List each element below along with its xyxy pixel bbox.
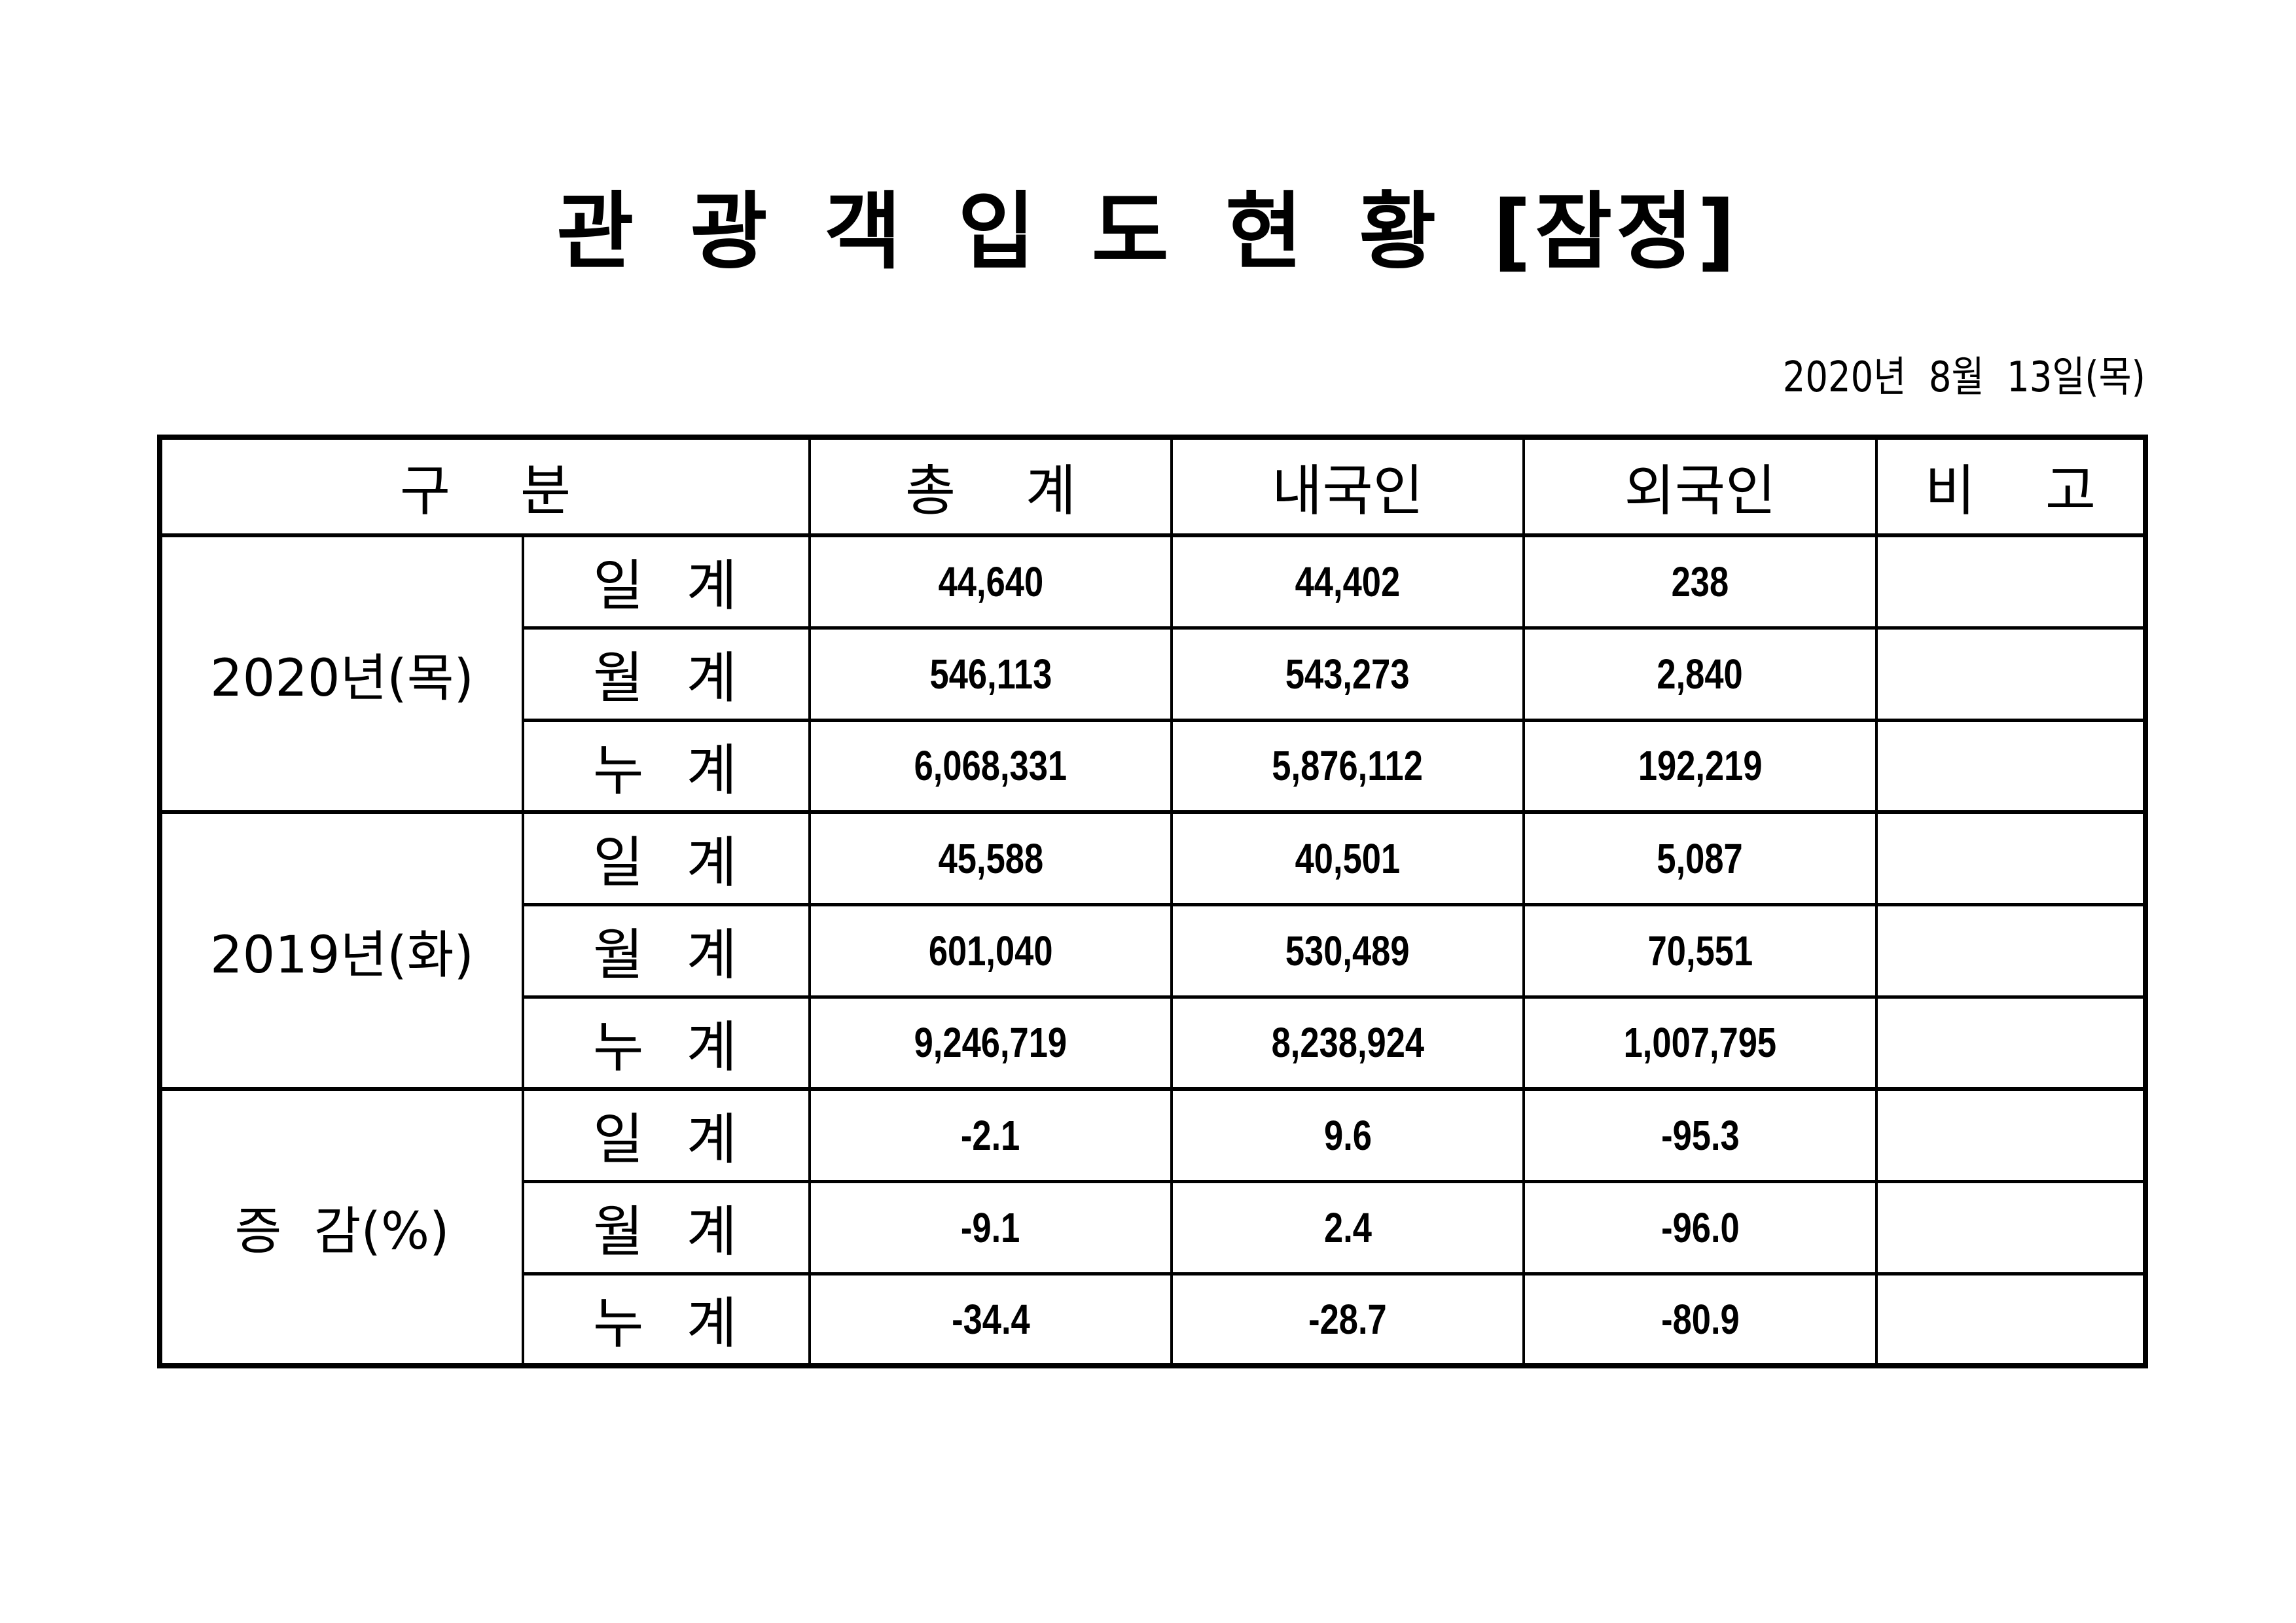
cell-remarks	[1875, 626, 2147, 722]
table-row: 월 계 546,113 543,273 2,840	[160, 626, 2147, 722]
cell-remarks	[1875, 1272, 2147, 1368]
row-label-monthly: 월 계	[522, 626, 811, 722]
cell-foreign: 70,551	[1522, 902, 1878, 999]
cell-domestic: 9.6	[1170, 1087, 1525, 1183]
cell-foreign: -80.9	[1522, 1272, 1878, 1368]
cell-remarks	[1875, 533, 2147, 630]
cell-domestic: 2.4	[1170, 1179, 1525, 1275]
cell-foreign: -95.3	[1522, 1087, 1878, 1183]
cell-total: -2.1	[808, 1087, 1173, 1183]
table-row: 2020년(목) 일 계 44,640 44,402 238	[158, 533, 2147, 814]
cell-foreign: 1,007,795	[1522, 995, 1878, 1091]
cell-total: 45,588	[808, 810, 1173, 906]
cell-remarks	[1875, 902, 2147, 999]
header-remarks: 비 고	[1875, 435, 2147, 537]
cell-total: 546,113	[808, 626, 1173, 722]
cell-foreign: 5,087	[1522, 810, 1878, 906]
row-label-cumulative: 누 계	[522, 1272, 811, 1368]
cell-remarks	[1875, 1087, 2147, 1183]
report-date: 2020년 8월 13일(목)	[1782, 353, 2145, 402]
cell-total: 601,040	[808, 902, 1173, 999]
tourist-arrivals-table: 구 분 총 계 내국인 외국인 비 고 2020년(목) 일 계 44,640 …	[157, 435, 2148, 1368]
header-total: 총 계	[808, 435, 1173, 537]
group-label-change-pct: 증 감(%)	[158, 1087, 524, 1368]
cell-foreign: -96.0	[1522, 1179, 1878, 1275]
table-row: 증 감(%) 일 계 -2.1 9.6 -95.3	[158, 1087, 2147, 1368]
cell-domestic: 5,876,112	[1170, 718, 1525, 814]
cell-total: 44,640	[808, 533, 1173, 630]
row-label-daily: 일 계	[522, 810, 811, 906]
row-label-cumulative: 누 계	[522, 995, 811, 1091]
cell-foreign: 192,219	[1522, 718, 1878, 814]
table-row: 2019년(화) 일 계 45,588 40,501 5,087	[158, 810, 2147, 1091]
row-label-monthly: 월 계	[522, 1179, 811, 1275]
header-category: 구 분	[158, 435, 811, 537]
page-title: 관 광 객 입 도 현 황 [잠정]	[556, 183, 1740, 281]
cell-remarks	[1875, 995, 2147, 1091]
group-label-2020: 2020년(목)	[158, 533, 524, 814]
table-row: 누 계 9,246,719 8,238,924 1,007,795	[160, 995, 2147, 1091]
cell-remarks	[1875, 718, 2147, 814]
header-foreign: 외국인	[1522, 435, 1878, 537]
row-label-cumulative: 누 계	[522, 718, 811, 814]
table-row: 월 계 -9.1 2.4 -96.0	[160, 1179, 2147, 1275]
header-domestic: 내국인	[1170, 435, 1525, 537]
cell-remarks	[1875, 1179, 2147, 1275]
group-label-2019: 2019년(화)	[158, 810, 524, 1091]
cell-domestic: 530,489	[1170, 902, 1525, 999]
cell-total: -34.4	[808, 1272, 1173, 1368]
cell-remarks	[1875, 810, 2147, 906]
table-row: 월 계 601,040 530,489 70,551	[160, 902, 2147, 999]
cell-domestic: 8,238,924	[1170, 995, 1525, 1091]
row-label-daily: 일 계	[522, 1087, 811, 1183]
table-row: 누 계 -34.4 -28.7 -80.9	[160, 1272, 2147, 1368]
table-row: 누 계 6,068,331 5,876,112 192,219	[160, 718, 2147, 814]
cell-domestic: 40,501	[1170, 810, 1525, 906]
cell-domestic: 543,273	[1170, 626, 1525, 722]
row-label-monthly: 월 계	[522, 902, 811, 999]
cell-foreign: 238	[1522, 533, 1878, 630]
cell-total: -9.1	[808, 1179, 1173, 1275]
cell-total: 6,068,331	[808, 718, 1173, 814]
cell-total: 9,246,719	[808, 995, 1173, 1091]
cell-foreign: 2,840	[1522, 626, 1878, 722]
table-header-row: 구 분 총 계 내국인 외국인 비 고	[158, 435, 2147, 537]
cell-domestic: 44,402	[1170, 533, 1525, 630]
row-label-daily: 일 계	[522, 533, 811, 630]
cell-domestic: -28.7	[1170, 1272, 1525, 1368]
